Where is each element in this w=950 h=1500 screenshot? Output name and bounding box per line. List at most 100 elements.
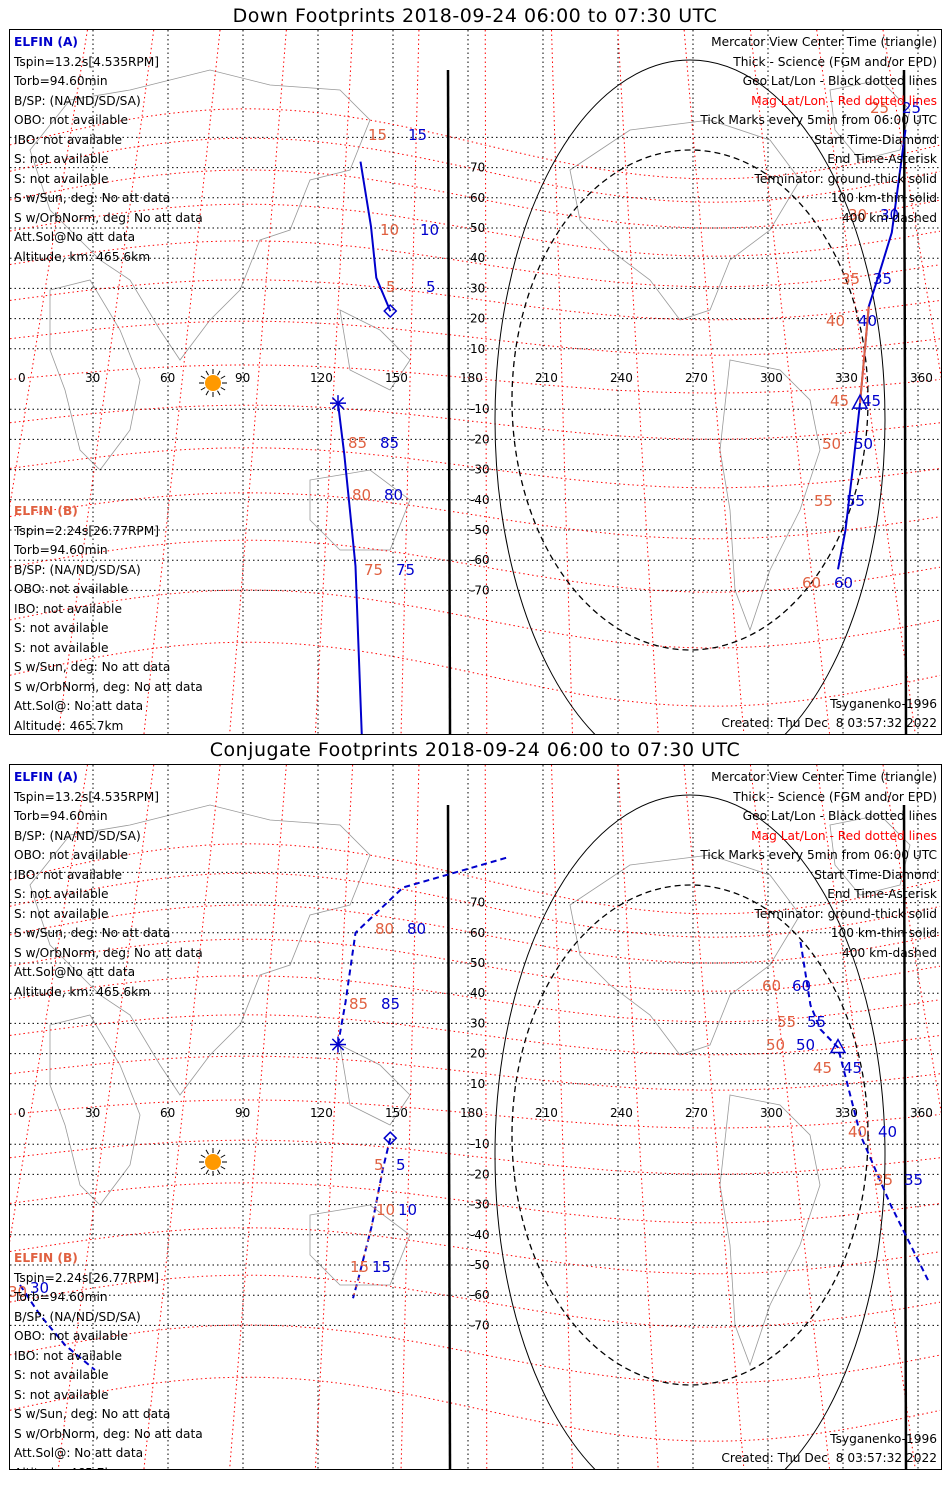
map-panel-conjugate: 0 30 60 90 120 150 180 210 240 270 300 330 360 70 60 50… xyxy=(9,764,942,1470)
sun-ray xyxy=(200,375,206,379)
tick-label-b: 35 xyxy=(841,270,860,288)
lon-tick-label: 210 xyxy=(535,1106,558,1120)
tick-label-b: 55 xyxy=(777,1013,796,1031)
tick-label-b: 5 xyxy=(386,278,396,296)
info-line: Torb=94.60min xyxy=(14,809,108,823)
tick-label-b: 15 xyxy=(368,126,387,144)
tick-label-b: 55 xyxy=(814,492,833,510)
tick-label-b: 45 xyxy=(830,392,849,410)
lat-tick-label: 20 xyxy=(470,1047,485,1061)
sun-ray xyxy=(220,387,226,391)
mag-lon-line xyxy=(551,30,573,734)
tick-label-a: 5 xyxy=(426,278,436,296)
legend-line: Start Time-Diamond xyxy=(814,867,937,882)
sun-ray xyxy=(200,387,206,391)
mag-lon-line xyxy=(314,30,354,734)
mag-lon-line xyxy=(10,765,88,1243)
lat-tick-label: 70 xyxy=(470,161,485,175)
mag-lat-line xyxy=(10,904,941,964)
info-line: Tspin=13.2s[4.535RPM] xyxy=(14,789,160,804)
center-triangle xyxy=(851,393,869,409)
legend-down: Mercator View Center Time (triangle) Thic… xyxy=(700,33,937,228)
coastline xyxy=(339,1044,411,1126)
lat-tick-label: -30 xyxy=(470,463,490,477)
sun-ray xyxy=(217,390,221,396)
lon-tick-label: 150 xyxy=(385,1106,408,1120)
terminator xyxy=(446,59,908,734)
satellite-name: ELFIN (A) xyxy=(14,35,78,49)
mag-lon-line xyxy=(683,30,745,734)
info-line: Altitude, km: 465.6km xyxy=(14,984,151,999)
mag-lon-line xyxy=(484,30,488,734)
info-line: Tspin=13.2s[4.535RPM] xyxy=(14,54,160,69)
model-label: Tsyganenko-1996 xyxy=(830,1432,937,1446)
mag-lon-line xyxy=(143,765,221,1469)
lat-tick-label: -60 xyxy=(470,553,490,567)
mag-lat-line xyxy=(10,1227,941,1275)
mag-grid xyxy=(10,765,941,1469)
info-line: S w/Sun, deg: No att data xyxy=(14,1407,171,1421)
info-line: Att.Sol@No att data xyxy=(14,965,136,979)
tick-label-a: 45 xyxy=(862,392,881,410)
lon-tick-label: 150 xyxy=(385,371,408,385)
mag-lon-line xyxy=(143,30,221,734)
lon-tick-label: 30 xyxy=(85,371,100,385)
mag-lon-line xyxy=(484,765,488,1469)
lon-tick-label: 210 xyxy=(535,371,558,385)
lon-tick-label: 60 xyxy=(160,1106,175,1120)
info-line: S w/Sun, deg: No att data xyxy=(14,660,171,674)
tick-label-b: 40 xyxy=(826,312,845,330)
coastline xyxy=(719,1094,821,1367)
tick-label-a: 40 xyxy=(878,1123,897,1141)
legend-line: Geo Lat/Lon - Black dotted lines xyxy=(742,74,937,88)
lat-tick-label: 10 xyxy=(470,342,485,356)
lat-tick-label: -30 xyxy=(470,1198,490,1212)
info-line: S w/OrbNorm, deg: No att data xyxy=(14,210,203,225)
coastline xyxy=(339,309,411,391)
lon-tick-label: 270 xyxy=(685,371,708,385)
panel-title-conjugate: Conjugate Footprints 2018-09-24 06:00 to… xyxy=(209,739,741,761)
legend-line: Mercator View Center Time (triangle) xyxy=(711,35,937,49)
map-canvas-down: 0 30 60 90 120 150 180 210 240 270 300 330 360 70 60 50… xyxy=(10,30,941,734)
center-triangle xyxy=(829,1037,847,1054)
lon-tick-label: 120 xyxy=(310,1106,333,1120)
terminator-ground-east xyxy=(902,69,908,734)
sun-ray xyxy=(220,375,226,379)
ring-400km xyxy=(511,884,869,1386)
mag-lat-line xyxy=(10,137,941,203)
ring-100km xyxy=(494,794,886,1469)
lon-tick-label: 270 xyxy=(685,1106,708,1120)
lon-tick-label: 90 xyxy=(235,371,250,385)
lon-tick-label: 180 xyxy=(460,371,483,385)
legend-line: Tick Marks every 5min from 06:00 UTC xyxy=(700,113,937,127)
track-a-east xyxy=(799,941,929,1281)
lat-tick-label: -20 xyxy=(470,1167,490,1181)
sat-a-info-conjugate: ELFIN (A) Tspin=13.2s[4.535RPM] Torb=94.60… xyxy=(14,768,203,1002)
info-line: Torb=94.60min xyxy=(14,74,108,88)
info-line: Att.Sol@: No att data xyxy=(14,1446,144,1460)
legend-line: Tick Marks every 5min from 06:00 UTC xyxy=(700,848,937,862)
legend-line: End Time-Asterisk xyxy=(827,152,937,166)
lat-tick-label: 60 xyxy=(470,926,485,940)
lat-tick-label: -40 xyxy=(470,1228,490,1242)
lon-tick-label: 360 xyxy=(910,1106,933,1120)
legend-conjugate: Mercator View Center Time (triangle) Thic… xyxy=(700,768,937,963)
mag-lon-line xyxy=(229,30,287,734)
mag-lat-line xyxy=(10,539,941,593)
tick-label-b: 60 xyxy=(802,574,821,592)
tick-label-b: 80 xyxy=(352,486,371,504)
tick-label-b: 40 xyxy=(848,1123,867,1141)
end-asterisk xyxy=(331,396,345,410)
lon-tick-label: 180 xyxy=(460,1106,483,1120)
tick-label-b: 35 xyxy=(874,1171,893,1189)
mag-lat-line xyxy=(10,492,941,540)
info-line: S w/Sun, deg: No att data xyxy=(14,926,171,940)
lon-tick-label: 0 xyxy=(18,1106,26,1120)
info-line: Altitude: 465.7km xyxy=(14,1464,203,1470)
sun-ray xyxy=(205,370,209,376)
lon-tick-label: 0 xyxy=(18,371,26,385)
track-b-east xyxy=(859,306,870,404)
tick-label-a: 40 xyxy=(858,312,877,330)
